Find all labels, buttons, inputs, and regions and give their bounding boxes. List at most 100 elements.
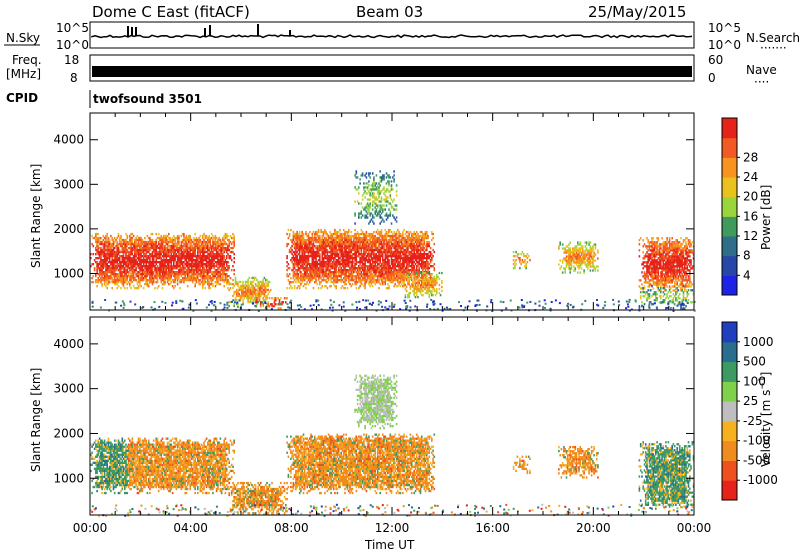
power-echo-cell (195, 259, 198, 262)
power-echo-cell (363, 246, 365, 250)
power-echo-cell (204, 255, 207, 258)
power-echo-cell (204, 240, 207, 244)
power-echo-cell (122, 253, 125, 256)
power-echo-cell (134, 257, 136, 260)
power-echo-cell (193, 255, 195, 258)
power-echo-cell (183, 242, 185, 246)
power-echo-cell (106, 234, 108, 238)
power-echo-cell (426, 255, 428, 258)
power-echo-cell (142, 246, 145, 250)
power-echo-cell (197, 244, 199, 248)
power-echo-cell (312, 273, 315, 276)
power-echo-cell (337, 267, 340, 270)
power-echo-cell (298, 269, 301, 272)
power-echo-cell (395, 238, 398, 242)
power-echo-cell (306, 281, 308, 284)
power-echo-cell (388, 228, 390, 232)
power-echo-cell (334, 261, 336, 264)
power-echo-cell (96, 257, 98, 260)
power-echo-cell (107, 265, 110, 268)
power-echo-cell (387, 246, 389, 250)
power-echo-cell (384, 265, 387, 268)
power-echo-cell (428, 273, 431, 276)
power-echo-cell (202, 259, 204, 262)
power-echo-cell (161, 263, 164, 266)
power-echo-cell (170, 246, 173, 250)
power-echo-cell (115, 259, 117, 262)
power-echo-cell (295, 232, 297, 236)
power-echo-cell (189, 257, 191, 260)
power-echo-cell (194, 250, 196, 254)
power-echo-cell (105, 263, 107, 266)
power-echo-cell (131, 250, 134, 254)
power-echo-cell (424, 253, 427, 256)
power-echo-cell (365, 172, 368, 175)
power-echo-cell (309, 263, 311, 266)
power-echo-cell (358, 216, 360, 219)
power-echo-cell (98, 269, 101, 272)
power-echo-cell (293, 287, 296, 290)
power-echo-cell (432, 265, 434, 268)
power-echo-cell (178, 238, 180, 242)
power-echo-cell (141, 240, 144, 244)
power-echo-cell (383, 269, 385, 272)
power-echo-cell (415, 259, 418, 262)
power-echo-cell (339, 228, 341, 232)
power-echo-cell (214, 240, 217, 244)
power-echo-cell (361, 253, 364, 256)
power-echo-cell (383, 244, 385, 248)
power-echo-cell (163, 261, 165, 264)
power-echo-cell (263, 298, 266, 302)
power-echo-cell (212, 234, 214, 238)
power-echo-cell (193, 250, 195, 254)
power-echo-cell (290, 246, 292, 250)
power-echo-cell (202, 267, 204, 270)
power-echo-cell (96, 263, 98, 266)
power-echo-cell (224, 273, 227, 276)
power-echo-cell (350, 248, 353, 252)
power-echo-cell (296, 279, 298, 282)
power-echo-cell (301, 240, 303, 244)
power-echo-cell (374, 242, 376, 246)
power-echo-cell (407, 248, 409, 252)
power-echo-cell (319, 257, 321, 260)
power-echo-cell (212, 263, 214, 266)
power-echo-cell (281, 301, 283, 304)
power-echo-cell (198, 236, 200, 240)
power-echo-cell (112, 263, 115, 266)
power-echo-cell (433, 263, 436, 266)
power-echo-cell (332, 238, 335, 242)
power-echo-cell (186, 271, 189, 274)
power-echo-cell (296, 287, 298, 290)
power-echo-cell (370, 257, 373, 260)
power-echo-cell (309, 255, 311, 258)
power-echo-cell (322, 261, 325, 264)
power-echo-cell (101, 248, 103, 252)
power-echo-cell (116, 263, 118, 266)
power-echo-cell (150, 265, 152, 268)
power-echo-cell (354, 250, 356, 254)
power-echo-cell (387, 265, 389, 268)
power-echo-cell (171, 271, 174, 274)
power-echo-cell (137, 285, 140, 288)
power-echo-cell (384, 248, 387, 252)
power-echo-cell (306, 277, 308, 280)
power-echo-cell (189, 269, 191, 272)
power-echo-cell (424, 267, 427, 270)
power-echo-cell (400, 275, 403, 278)
power-echo-cell (257, 284, 259, 288)
power-echo-cell (122, 248, 125, 252)
power-echo-cell (351, 267, 354, 270)
power-echo-cell (259, 286, 262, 290)
power-echo-cell (223, 273, 225, 276)
power-echo-cell (203, 238, 205, 242)
power-echo-cell (227, 246, 229, 250)
power-echo-cell (225, 242, 228, 246)
power-echo-cell (101, 285, 103, 288)
power-echo-cell (415, 248, 418, 252)
power-echo-cell (344, 277, 346, 280)
power-echo-cell (351, 261, 354, 264)
power-echo-cell (183, 279, 185, 282)
power-echo-cell (354, 253, 356, 256)
power-echo-cell (168, 267, 170, 270)
